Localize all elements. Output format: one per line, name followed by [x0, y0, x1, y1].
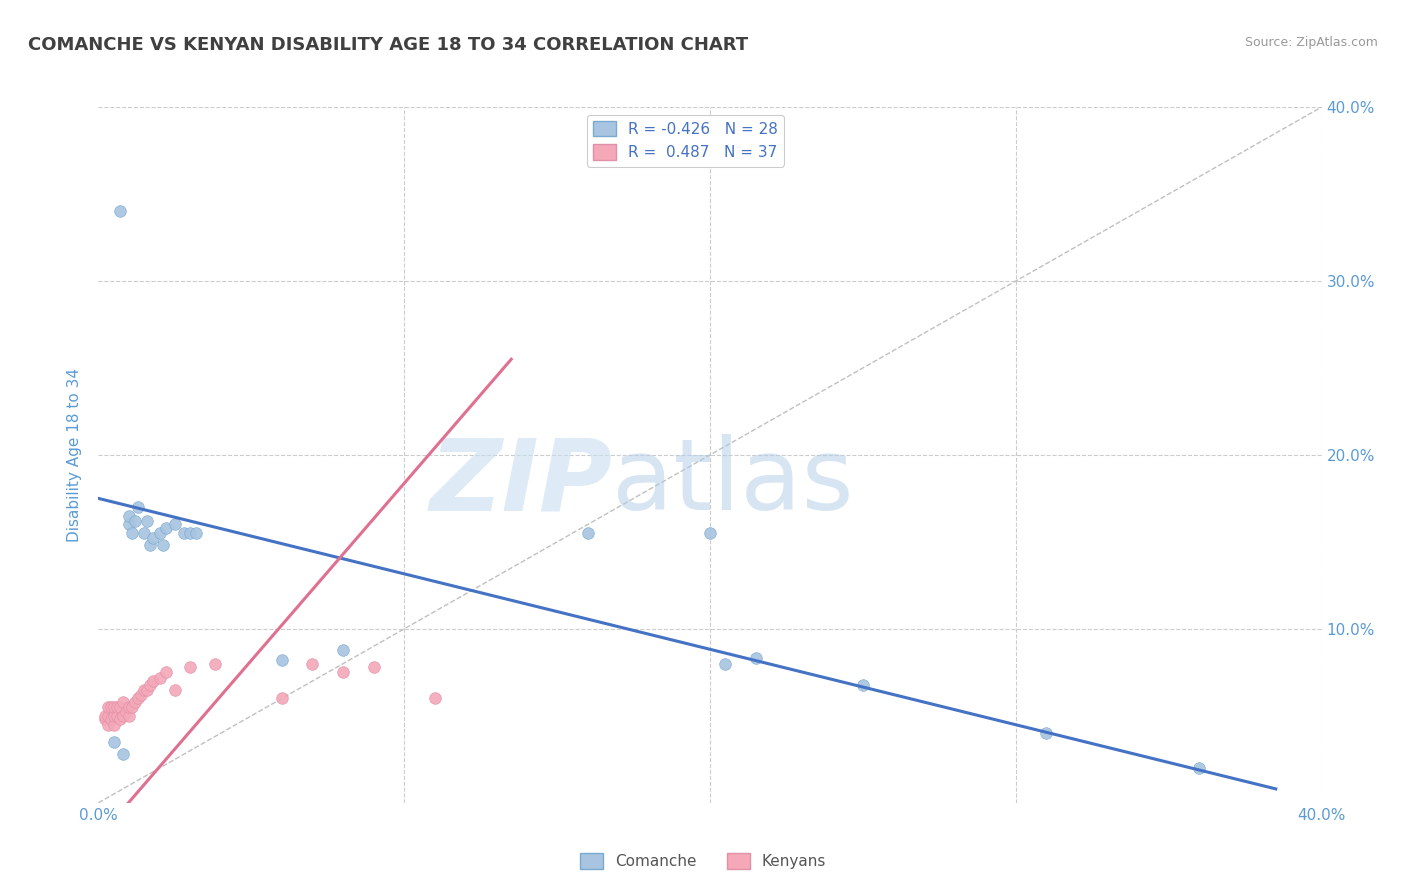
- Point: [1188, 761, 1211, 775]
- Text: COMANCHE VS KENYAN DISABILITY AGE 18 TO 34 CORRELATION CHART: COMANCHE VS KENYAN DISABILITY AGE 18 TO …: [28, 36, 748, 54]
- Point: [97, 708, 120, 723]
- Point: [124, 695, 146, 709]
- Point: [179, 526, 201, 541]
- Point: [363, 660, 385, 674]
- Point: [129, 688, 152, 702]
- Point: [852, 677, 875, 691]
- Point: [301, 657, 323, 671]
- Point: [97, 717, 120, 731]
- Point: [103, 735, 125, 749]
- Point: [332, 665, 354, 680]
- Point: [118, 517, 141, 532]
- Point: [127, 691, 149, 706]
- Point: [139, 538, 162, 552]
- Point: [576, 526, 599, 541]
- Point: [111, 695, 134, 709]
- Point: [155, 521, 177, 535]
- Point: [149, 526, 172, 541]
- Point: [204, 657, 226, 671]
- Point: [111, 747, 134, 761]
- Point: [127, 500, 149, 514]
- Point: [163, 682, 186, 697]
- Point: [121, 526, 143, 541]
- Point: [134, 682, 156, 697]
- Point: [115, 706, 138, 720]
- Point: [714, 657, 737, 671]
- Point: [139, 677, 162, 691]
- Point: [173, 526, 195, 541]
- Point: [1035, 726, 1057, 740]
- Point: [108, 204, 131, 219]
- Point: [179, 660, 201, 674]
- Point: [103, 700, 125, 714]
- Point: [93, 712, 115, 726]
- Point: [134, 526, 156, 541]
- Point: [332, 642, 354, 657]
- Point: [745, 651, 768, 665]
- Point: [142, 674, 165, 689]
- Text: atlas: atlas: [612, 434, 853, 532]
- Point: [124, 514, 146, 528]
- Point: [149, 671, 172, 685]
- Point: [423, 691, 446, 706]
- Point: [163, 517, 186, 532]
- Point: [103, 717, 125, 731]
- Point: [118, 700, 141, 714]
- Point: [105, 708, 128, 723]
- Text: ZIP: ZIP: [429, 434, 612, 532]
- Point: [111, 708, 134, 723]
- Point: [142, 532, 165, 546]
- Point: [93, 708, 115, 723]
- Point: [270, 691, 292, 706]
- Point: [103, 708, 125, 723]
- Point: [699, 526, 721, 541]
- Point: [155, 665, 177, 680]
- Point: [118, 708, 141, 723]
- Text: Source: ZipAtlas.com: Source: ZipAtlas.com: [1244, 36, 1378, 49]
- Point: [136, 682, 159, 697]
- Point: [97, 700, 120, 714]
- Y-axis label: Disability Age 18 to 34: Disability Age 18 to 34: [67, 368, 83, 542]
- Legend: R = -0.426   N = 28, R =  0.487   N = 37: R = -0.426 N = 28, R = 0.487 N = 37: [586, 115, 785, 167]
- Legend: Comanche, Kenyans: Comanche, Kenyans: [574, 847, 832, 875]
- Point: [108, 700, 131, 714]
- Point: [270, 653, 292, 667]
- Point: [136, 514, 159, 528]
- Point: [100, 700, 122, 714]
- Point: [186, 526, 208, 541]
- Point: [118, 508, 141, 523]
- Point: [100, 712, 122, 726]
- Point: [105, 700, 128, 714]
- Point: [152, 538, 174, 552]
- Point: [108, 712, 131, 726]
- Point: [121, 700, 143, 714]
